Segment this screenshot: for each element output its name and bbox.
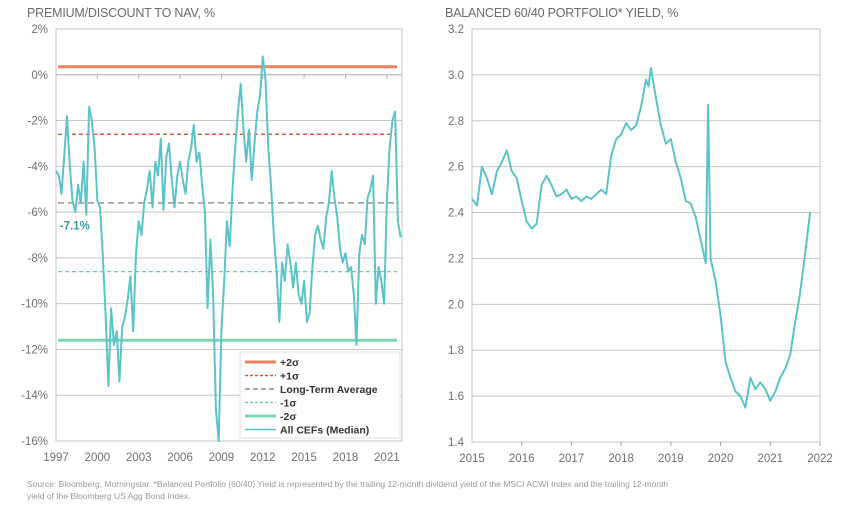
right-chart: 3.2 3.0 2.8 2.6 2.4 2.2 2.0 1.8 1.6 1.4 2015 2016 20… (448, 24, 833, 465)
legend-label: -1σ (280, 398, 297, 410)
x-tick-label: 2016 (509, 453, 535, 465)
y-tick-label: 1.4 (448, 437, 465, 449)
x-tick-label: 2017 (559, 453, 585, 465)
y-tick-label: -10% (21, 299, 48, 311)
y-tick-label: 2.0 (448, 299, 464, 311)
x-tick-label: 2003 (126, 452, 152, 464)
y-tick-label: 2% (31, 24, 48, 36)
y-tick-label: -2% (28, 116, 48, 128)
plot-frame (471, 28, 821, 443)
y-tick-label: 3.0 (448, 70, 464, 82)
legend-label: -2σ (280, 411, 297, 423)
legend-label: Long-Term Average (280, 384, 378, 396)
x-tick-label: 2012 (250, 452, 276, 464)
left-chart-title: PREMIUM/DISCOUNT TO NAV, % (27, 6, 215, 20)
y-tick-label: -6% (28, 207, 48, 219)
source-footnote: Source: Bloomberg, Morningstar. *Balance… (27, 478, 827, 502)
series-line (55, 55, 402, 442)
footnote-line-1: Source: Bloomberg, Morningstar. *Balance… (27, 479, 669, 489)
x-tick-label: 2019 (658, 453, 684, 465)
legend-label: +1σ (280, 371, 299, 383)
x-tick-label: 2015 (291, 452, 317, 464)
y-tick-label: 2.6 (448, 162, 464, 174)
legend-label: +2σ (280, 357, 299, 369)
x-tick-label: 2000 (85, 452, 111, 464)
y-tick-label: 0% (31, 70, 48, 82)
y-tick-label: -12% (21, 344, 48, 356)
x-tick-label: 2009 (209, 452, 235, 464)
x-tick-label: 2018 (333, 452, 359, 464)
x-tick-label: 2020 (708, 453, 734, 465)
y-tick-label: -14% (21, 390, 48, 402)
x-tick-label: 2022 (807, 453, 833, 465)
x-tick-label: 2021 (374, 452, 400, 464)
y-tick-label: -16% (21, 436, 48, 448)
series-line (471, 67, 812, 409)
x-tick-label: 2015 (459, 453, 485, 465)
y-tick-label: 1.8 (448, 345, 464, 357)
y-tick-label: 2.2 (448, 253, 464, 265)
footnote-line-2: yield of the Bloomberg US Agg Bond Index… (27, 491, 191, 501)
plot-frame (55, 28, 403, 442)
x-tick-label: 1997 (43, 452, 69, 464)
legend-label: All CEFs (Median) (280, 425, 369, 437)
legend-box (239, 351, 401, 439)
right-chart-title: BALANCED 60/40 PORTFOLIO* YIELD, % (445, 6, 679, 20)
y-tick-label: 3.2 (448, 24, 464, 36)
x-tick-label: 2018 (608, 453, 634, 465)
x-tick-label: 2006 (167, 452, 193, 464)
latest-value-annotation: -7.1% (60, 220, 90, 232)
y-tick-label: 1.6 (448, 391, 464, 403)
x-tick-label: 2021 (757, 453, 783, 465)
y-tick-label: 2.8 (448, 116, 464, 128)
left-chart: 2% 0% -2% -4% -6% -8% -10% -12% -14% -16% 1997 2000… (21, 24, 403, 464)
y-tick-label: -8% (28, 253, 48, 265)
y-tick-label: -4% (28, 161, 48, 173)
y-tick-label: 2.4 (448, 208, 465, 220)
